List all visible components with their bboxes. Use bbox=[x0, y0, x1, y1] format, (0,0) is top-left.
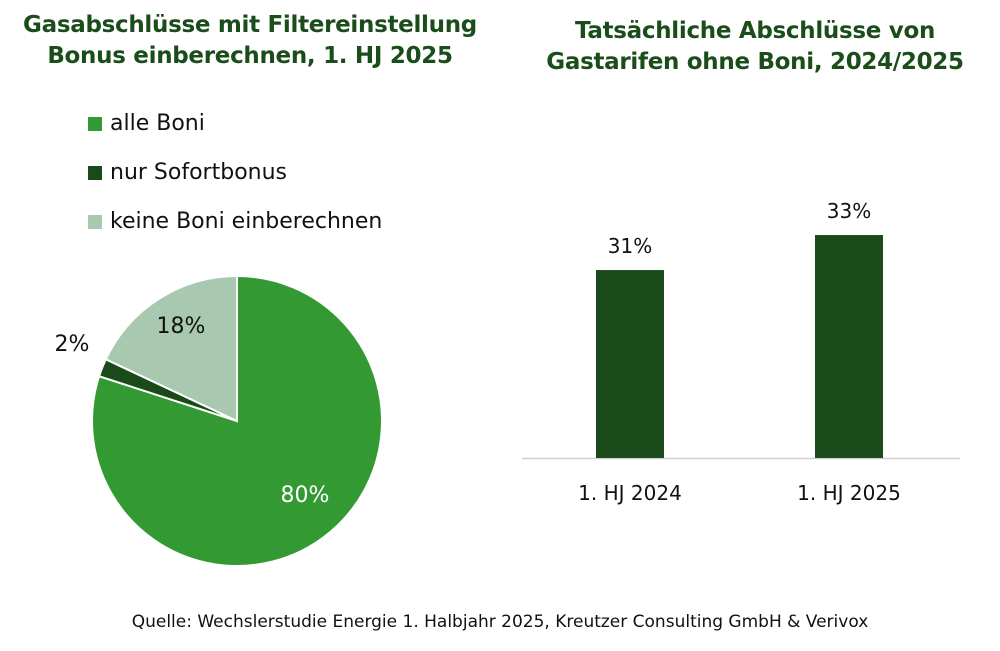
legend-swatch bbox=[88, 116, 102, 131]
source-note: Quelle: Wechslerstudie Energie 1. Halbja… bbox=[131, 612, 869, 632]
bar-title: Tatsächliche Abschlüsse von Gastarifen o… bbox=[505, 16, 1000, 78]
pie-data-label: 2% bbox=[55, 332, 90, 357]
legend-label: nur Sofortbonus bbox=[110, 160, 287, 185]
bar-data-label: 31% bbox=[608, 234, 652, 258]
legend-item: nur Sofortbonus bbox=[88, 160, 287, 185]
pie-title: Gasabschlüsse mit Filtereinstellung Bonu… bbox=[0, 10, 500, 72]
x-tick-label: 1. HJ 2024 bbox=[578, 481, 682, 505]
pie-data-label: 80% bbox=[281, 483, 330, 508]
legend-item: alle Boni bbox=[88, 111, 205, 136]
legend-label: alle Boni bbox=[110, 111, 205, 136]
legend-item: keine Boni einberechnen bbox=[88, 209, 382, 234]
bar-title-line: Tatsächliche Abschlüsse von bbox=[574, 18, 936, 44]
legend-swatch bbox=[88, 165, 102, 180]
legend-label: keine Boni einberechnen bbox=[110, 209, 383, 234]
pie-title-line: Gasabschlüsse mit Filtereinstellung bbox=[23, 12, 477, 38]
pie-title-line: Bonus einberechnen, 1. HJ 2025 bbox=[47, 43, 453, 69]
bar bbox=[815, 235, 883, 458]
bar bbox=[596, 270, 664, 458]
pie-slice bbox=[104, 274, 238, 423]
bar-title-line: Gastarifen ohne Boni, 2024/2025 bbox=[546, 49, 964, 75]
pie-data-label: 18% bbox=[157, 314, 206, 339]
x-tick-label: 1. HJ 2025 bbox=[797, 481, 901, 505]
bar-data-label: 33% bbox=[827, 199, 871, 223]
legend-swatch bbox=[88, 214, 102, 229]
